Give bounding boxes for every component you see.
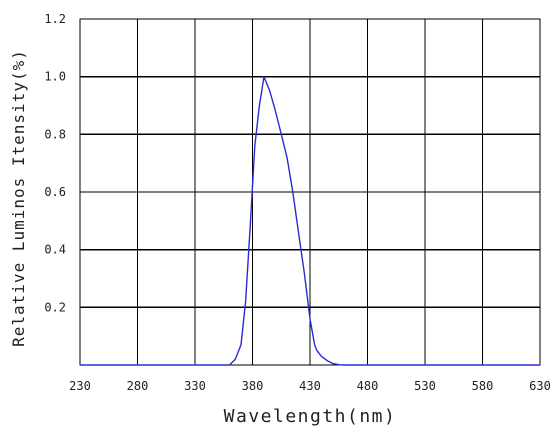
y-tick-label: 1.2 — [44, 12, 66, 26]
x-tick-label: 330 — [184, 379, 206, 393]
plot-frame — [79, 18, 541, 366]
y-tick-label: 1.0 — [44, 70, 66, 84]
x-tick-label: 280 — [127, 379, 149, 393]
x-tick-label: 230 — [69, 379, 91, 393]
x-tick-label: 530 — [414, 379, 436, 393]
x-tick-label: 430 — [299, 379, 321, 393]
x-axis-title: Wavelength(nm) — [224, 406, 397, 427]
x-tick-label: 630 — [529, 379, 551, 393]
grid — [79, 18, 541, 365]
series-layer — [79, 75, 541, 366]
x-tick-labels: 230 280 330 380 430 480 530 580 630 — [69, 379, 551, 393]
x-tick-label: 380 — [242, 379, 264, 393]
y-tick-label: 0.2 — [44, 300, 66, 314]
x-tick-label: 480 — [357, 379, 379, 393]
y-axis-title: Relative Luminos Itensity(%) — [9, 49, 28, 347]
y-tick-label: 0.6 — [44, 185, 66, 199]
y-tick-labels: 0.2 0.4 0.6 0.8 1.0 1.2 — [44, 12, 66, 314]
x-tick-label: 580 — [472, 379, 494, 393]
series-line-0 — [79, 75, 541, 366]
y-tick-label: 0.4 — [44, 243, 66, 257]
y-tick-label: 0.8 — [44, 127, 66, 141]
